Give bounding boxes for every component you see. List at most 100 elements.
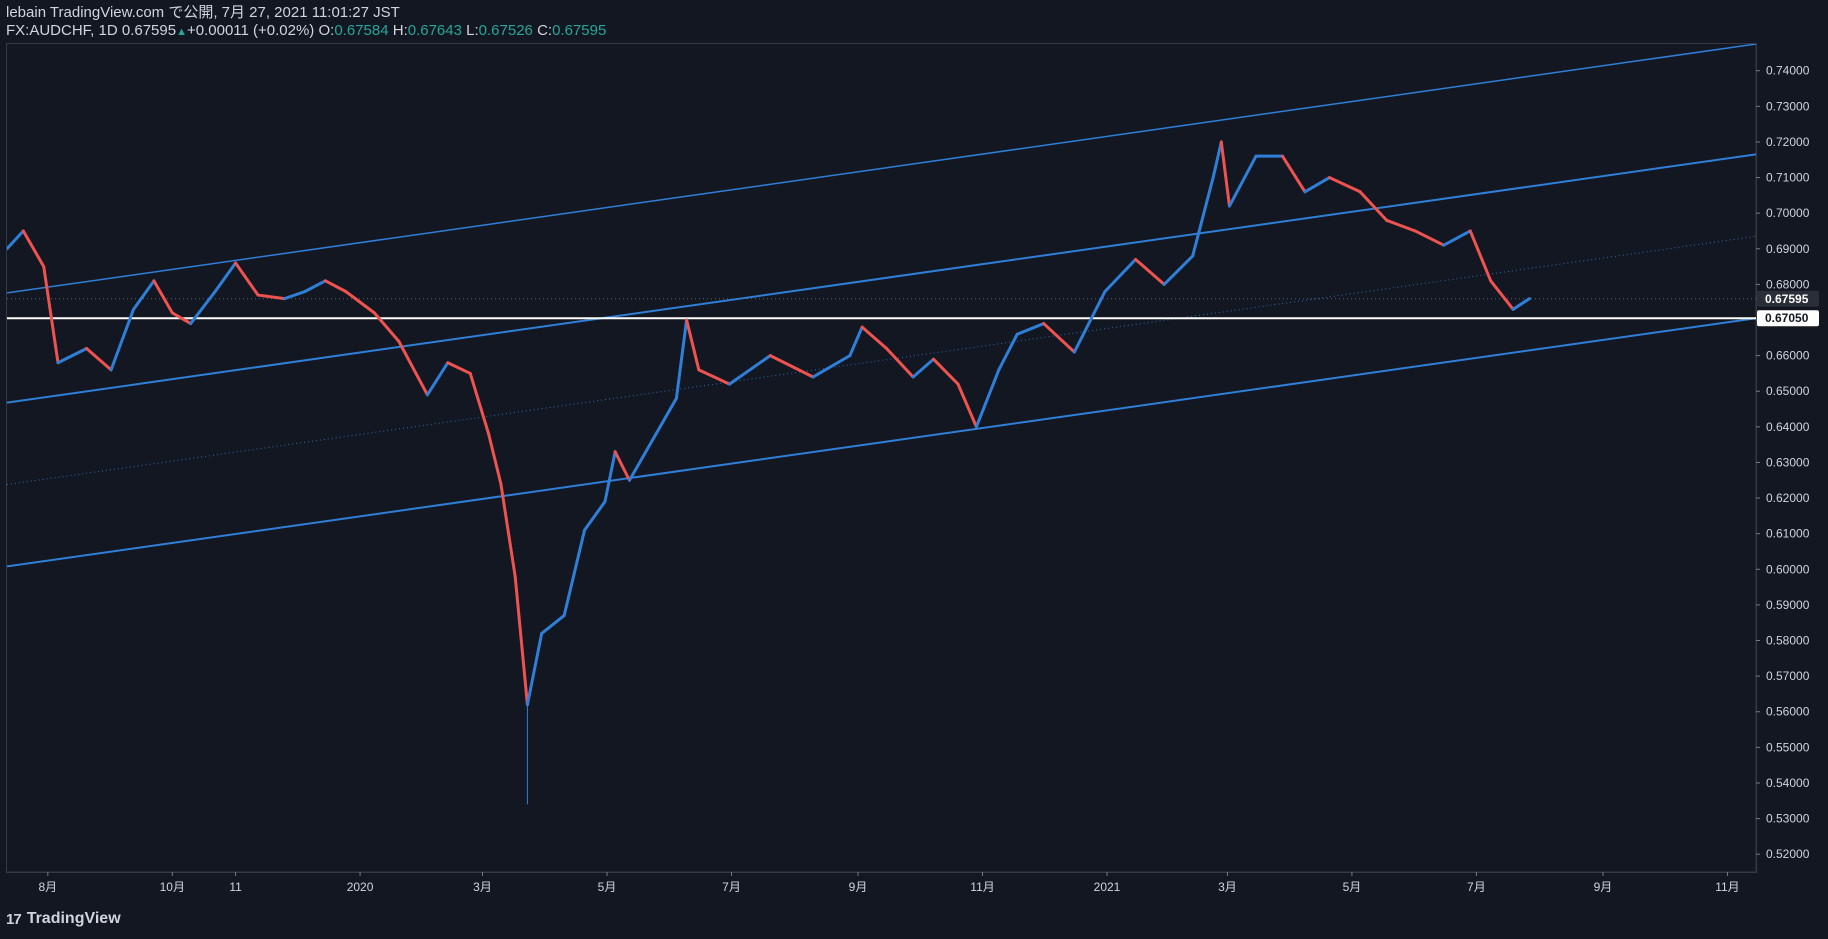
price-segment [189, 290, 217, 326]
price-segment [425, 361, 450, 397]
price-axis-label: 0.68000 [1766, 277, 1810, 291]
channel-line-middle [7, 153, 1756, 404]
price-label-text: 0.67595 [1765, 292, 1809, 306]
price-segment [627, 432, 658, 482]
price-segment [911, 357, 936, 379]
price-axis-label: 0.70000 [1766, 206, 1810, 220]
price-segment [468, 371, 491, 436]
price-segment [685, 318, 701, 372]
price-segment [974, 368, 1001, 429]
symbol-label: FX:AUDCHF, 1D [6, 22, 118, 39]
price-segment [513, 574, 529, 707]
price-segment [487, 432, 503, 486]
time-axis-label: 7月 [1467, 880, 1486, 894]
price-axis-label: 0.66000 [1766, 349, 1810, 363]
price-segment [603, 450, 617, 504]
price-axis-label: 0.64000 [1766, 420, 1810, 434]
price-segment [283, 290, 307, 301]
price-segment [1327, 176, 1362, 194]
price-axis-label: 0.74000 [1766, 64, 1810, 78]
price-axis-label: 0.71000 [1766, 171, 1810, 185]
price-segment [1303, 176, 1331, 194]
price-segment [932, 357, 960, 386]
time-axis-label: 8月 [38, 880, 57, 894]
high-label: H: [392, 22, 408, 39]
price-axis-label: 0.63000 [1766, 455, 1810, 469]
time-axis-label: 3月 [1218, 880, 1237, 894]
price-segment [768, 354, 815, 379]
price-segment [811, 354, 852, 379]
price-segment [303, 279, 327, 294]
price-segment [654, 396, 678, 436]
publish-info: lebain TradingView.com で公開, 7月 27, 2021 … [6, 4, 400, 21]
price-axis-label: 0.55000 [1766, 740, 1810, 754]
change-value: +0.00011 (+0.02%) [186, 22, 315, 39]
time-axis-label: 2021 [1094, 880, 1121, 894]
time-axis-label: 11 [229, 880, 242, 894]
time-axis-label: 3月 [473, 880, 492, 894]
price-segment [1042, 322, 1076, 354]
price-segment [372, 311, 401, 343]
price-segment [1103, 257, 1138, 294]
time-axis-label: 9月 [1594, 880, 1613, 894]
price-segment [56, 346, 89, 365]
time-axis-label: 5月 [1343, 880, 1362, 894]
price-segment [256, 293, 287, 301]
price-axis-label: 0.69000 [1766, 242, 1810, 256]
price-axis-label: 0.57000 [1766, 669, 1810, 683]
price-axis-label: 0.72000 [1766, 135, 1810, 149]
price-axis-label: 0.62000 [1766, 491, 1810, 505]
price-segment [1219, 140, 1231, 208]
price-segment [997, 332, 1019, 372]
price-segment [956, 382, 978, 429]
price-segment [397, 339, 429, 397]
price-segment [1191, 176, 1215, 258]
price-segment [85, 346, 113, 372]
time-axis-label: 7月 [722, 880, 741, 894]
channel-line-dotted [7, 235, 1756, 486]
price-segment [323, 279, 348, 294]
price-segment [727, 354, 772, 386]
price-segment [1072, 290, 1107, 354]
price-segment [170, 311, 193, 326]
price-segment [21, 229, 46, 269]
low-label: L: [466, 22, 479, 39]
price-segment [7, 229, 25, 251]
price-segment [499, 482, 517, 578]
price-segment [860, 325, 889, 350]
price-segment [109, 307, 136, 372]
chart-header: lebain TradingView.com で公開, 7月 27, 2021 … [6, 4, 606, 41]
price-segment [674, 318, 689, 400]
tradingview-logo[interactable]: 17 TradingView [6, 910, 121, 928]
price-axis-label: 0.56000 [1766, 705, 1810, 719]
price-label-box [1757, 290, 1819, 307]
price-segment [1358, 190, 1389, 222]
price-segment [562, 528, 587, 618]
price-label-box [1757, 310, 1819, 327]
price-axis-label: 0.61000 [1766, 527, 1810, 541]
price-axis-label: 0.58000 [1766, 634, 1810, 648]
price-axis-label: 0.54000 [1766, 776, 1810, 790]
price-segment [540, 614, 566, 635]
price-segment [1511, 297, 1531, 311]
ohlc-line: FX:AUDCHF, 1D 0.67595▲+0.00011 (+0.02%) … [6, 22, 606, 41]
price-segment [152, 279, 174, 315]
price-segment [1227, 154, 1258, 208]
price-segment [583, 500, 607, 532]
time-axis-label: 9月 [849, 880, 868, 894]
time-axis-label: 5月 [598, 880, 617, 894]
price-segment [1489, 279, 1515, 311]
close-label: C: [537, 22, 553, 39]
price-axis-label: 0.59000 [1766, 598, 1810, 612]
time-axis-label: 11月 [1715, 880, 1739, 894]
time-axis-label: 2020 [347, 880, 374, 894]
price-segment [525, 631, 544, 707]
price-segment [132, 279, 156, 311]
price-segment [848, 325, 864, 358]
price-axis-label: 0.73000 [1766, 99, 1810, 113]
price-axis-label: 0.53000 [1766, 812, 1810, 826]
price-segment [613, 450, 631, 482]
price-label-text: 0.67050 [1765, 311, 1809, 325]
low-value: 0.67526 [478, 22, 533, 39]
